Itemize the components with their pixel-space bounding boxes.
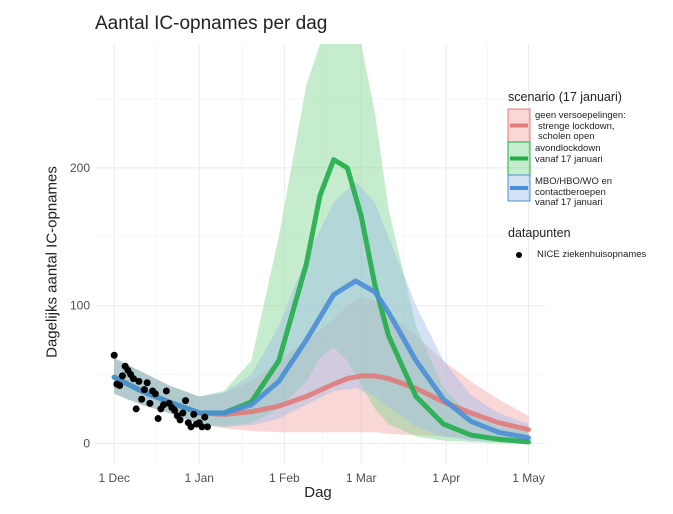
data-point (118, 372, 126, 380)
data-point (135, 377, 143, 385)
data-point (187, 423, 195, 431)
data-point (151, 390, 159, 398)
x-tick-label: 1 Mar (346, 471, 377, 485)
data-point (190, 410, 198, 418)
data-point (132, 405, 140, 413)
legend-label-points: NICE ziekenhuisopnames (537, 249, 647, 260)
legend-label-series-3: vanaf 17 januari (535, 197, 603, 208)
grid (95, 44, 545, 464)
data-point (171, 406, 179, 414)
x-tick-label: 1 Apr (432, 471, 460, 485)
line-series-3 (111, 278, 531, 441)
data-point (198, 423, 206, 431)
y-axis-label: Dagelijks aantal IC-opnames (43, 166, 61, 358)
data-point (146, 399, 154, 407)
y-tick-label: 0 (83, 436, 90, 450)
ribbon-series-2 (114, 44, 529, 444)
legend-key-points (516, 252, 522, 258)
legend-label-series-1: geen versoepelingen: (535, 110, 626, 121)
data-point (138, 395, 146, 403)
data-point (179, 409, 187, 417)
x-tick-labels: 1 Dec 1 Jan 1 Feb 1 Mar 1 Apr 1 May (99, 471, 545, 485)
data-points (110, 351, 211, 431)
legend-keys (507, 108, 531, 258)
data-point (154, 415, 162, 423)
data-point (201, 413, 209, 421)
x-tick-label: 1 Feb (269, 471, 300, 485)
legend-scenario-title: scenario (17 januari) (508, 90, 622, 104)
legend-label-series-3: contactberoepen (535, 186, 606, 198)
data-point (143, 379, 151, 387)
data-point (160, 401, 168, 409)
plot-panel (95, 44, 545, 464)
data-point (110, 351, 118, 359)
data-point (204, 423, 211, 431)
legend-label-series-1: strenge lockdown, (538, 120, 615, 132)
legend-label-series-3: MBO/HBO/WO en (535, 176, 613, 187)
chart-title: Aantal IC-opnames per dag (95, 13, 328, 34)
data-point (176, 416, 184, 424)
data-point (162, 387, 170, 395)
x-tick-label: 1 Dec (99, 471, 130, 485)
data-point (182, 397, 190, 405)
data-point (140, 386, 148, 394)
legend-label-series-2: vanaf 17 januari (535, 153, 603, 165)
x-tick-label: 1 May (512, 471, 545, 485)
x-axis-label: Dag (304, 484, 332, 501)
legend-label-series-1: scholen open (538, 131, 595, 142)
legend-label-series-2: avondlockdown (535, 143, 601, 154)
y-tick-label: 200 (70, 161, 90, 175)
data-point (129, 375, 137, 383)
x-tick-label: 1 Jan (185, 471, 214, 485)
y-tick-labels: 0 100 200 (70, 161, 90, 450)
legend-points-title: datapunten (508, 226, 571, 240)
data-point (116, 382, 124, 390)
y-tick-label: 100 (70, 299, 90, 313)
